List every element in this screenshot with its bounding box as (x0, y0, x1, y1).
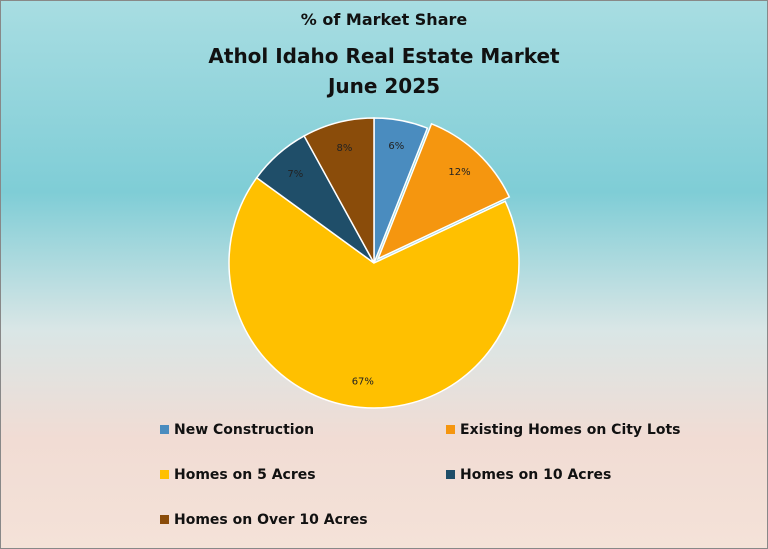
data-label: 7% (287, 169, 303, 180)
legend-label: Existing Homes on City Lots (460, 422, 681, 438)
pie-slice (303, 117, 375, 264)
legend-label: Homes on 5 Acres (174, 467, 316, 483)
chart-title: Athol Idaho Real Estate Market (208, 44, 560, 68)
legend-label: Homes on 10 Acres (460, 467, 611, 483)
data-label: 8% (336, 143, 352, 154)
legend-swatch (160, 425, 169, 434)
data-label: 67% (352, 376, 374, 387)
data-label: 12% (448, 167, 470, 178)
chart-subtitle: June 2025 (326, 74, 440, 98)
legend-swatch (160, 470, 169, 479)
pie-slice (376, 122, 511, 261)
chart-heading: % of Market Share (301, 10, 468, 29)
legend-swatch (160, 515, 169, 524)
legend-label: New Construction (174, 422, 314, 438)
legend-swatch (446, 425, 455, 434)
data-label: 6% (388, 141, 404, 152)
legend-label: Homes on Over 10 Acres (174, 512, 368, 528)
pie-slice (228, 176, 520, 409)
legend-swatch (446, 470, 455, 479)
